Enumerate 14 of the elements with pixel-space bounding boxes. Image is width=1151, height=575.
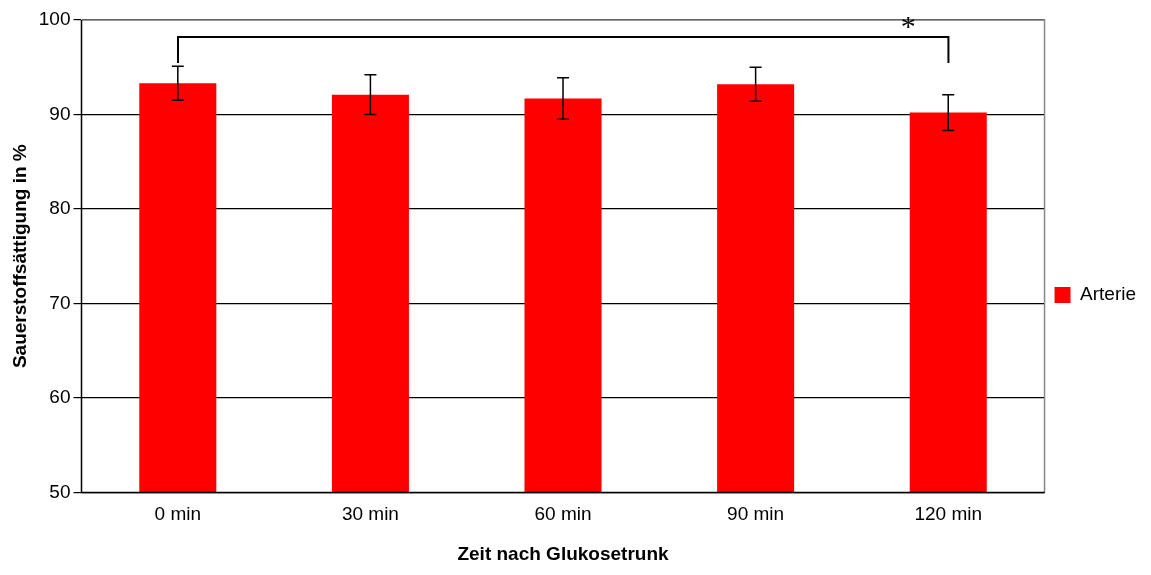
y-tick-label: 90: [49, 102, 71, 124]
y-tick-label: 80: [49, 197, 71, 219]
x-axis-title: Zeit nach Glukosetrunk: [457, 542, 670, 564]
y-tick-label: 50: [49, 480, 71, 502]
y-tick-label: 60: [49, 386, 71, 408]
y-tick-label: 100: [38, 8, 71, 30]
x-tick-label: 60 min: [534, 503, 592, 525]
y-tick-label: 70: [49, 291, 71, 313]
x-tick-label: 120 min: [914, 503, 983, 525]
legend-label: Arterie: [1080, 283, 1137, 305]
x-tick-label: 0 min: [154, 503, 202, 525]
y-axis-title: Sauerstoffsättigung in %: [8, 144, 30, 369]
x-tick-label: 30 min: [341, 503, 399, 525]
x-tick-label: 90 min: [727, 503, 785, 525]
